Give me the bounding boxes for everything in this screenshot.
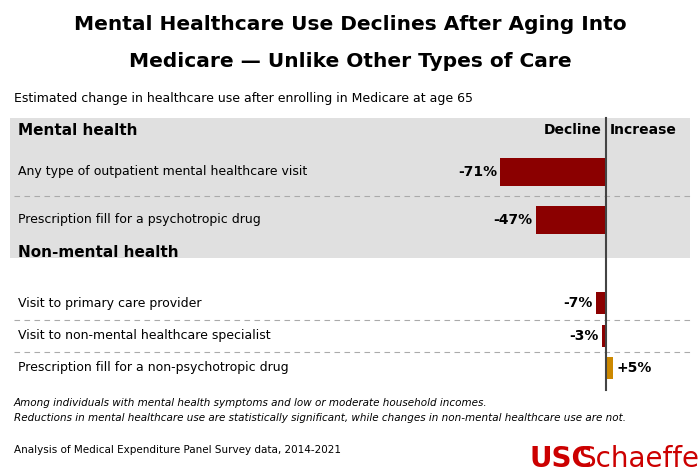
Text: -47%: -47% [494,213,533,227]
Text: Mental health: Mental health [18,123,137,138]
Text: Prescription fill for a non-psychotropic drug: Prescription fill for a non-psychotropic… [18,361,288,375]
Text: Schaeffer: Schaeffer [578,445,700,473]
Bar [601,325,606,347]
Text: Analysis of Medical Expenditure Panel Survey data, 2014-2021: Analysis of Medical Expenditure Panel Su… [14,445,341,455]
Text: USC: USC [530,445,593,473]
Text: -71%: -71% [458,165,497,179]
Text: Reductions in mental healthcare use are statistically significant, while changes: Reductions in mental healthcare use are … [14,413,626,423]
Text: Visit to non-mental healthcare specialist: Visit to non-mental healthcare specialis… [18,329,271,343]
Text: Visit to primary care provider: Visit to primary care provider [18,297,202,309]
Bar [500,158,606,186]
Text: Any type of outpatient mental healthcare visit: Any type of outpatient mental healthcare… [18,166,307,178]
Bar [596,292,606,314]
Bar [10,118,690,258]
Text: Non-mental health: Non-mental health [18,245,178,260]
Text: Among individuals with mental health symptoms and low or moderate household inco: Among individuals with mental health sym… [14,398,488,408]
Text: Medicare — Unlike Other Types of Care: Medicare — Unlike Other Types of Care [129,52,571,71]
Text: Prescription fill for a psychotropic drug: Prescription fill for a psychotropic dru… [18,214,260,227]
Text: -3%: -3% [569,329,598,343]
Text: Increase: Increase [610,123,677,137]
Bar [606,357,613,379]
Text: -7%: -7% [564,296,592,310]
Text: Estimated change in healthcare use after enrolling in Medicare at age 65: Estimated change in healthcare use after… [14,92,473,105]
Text: Mental Healthcare Use Declines After Aging Into: Mental Healthcare Use Declines After Agi… [74,15,626,34]
Text: Decline: Decline [544,123,602,137]
Text: +5%: +5% [617,361,652,375]
Bar [536,206,606,234]
